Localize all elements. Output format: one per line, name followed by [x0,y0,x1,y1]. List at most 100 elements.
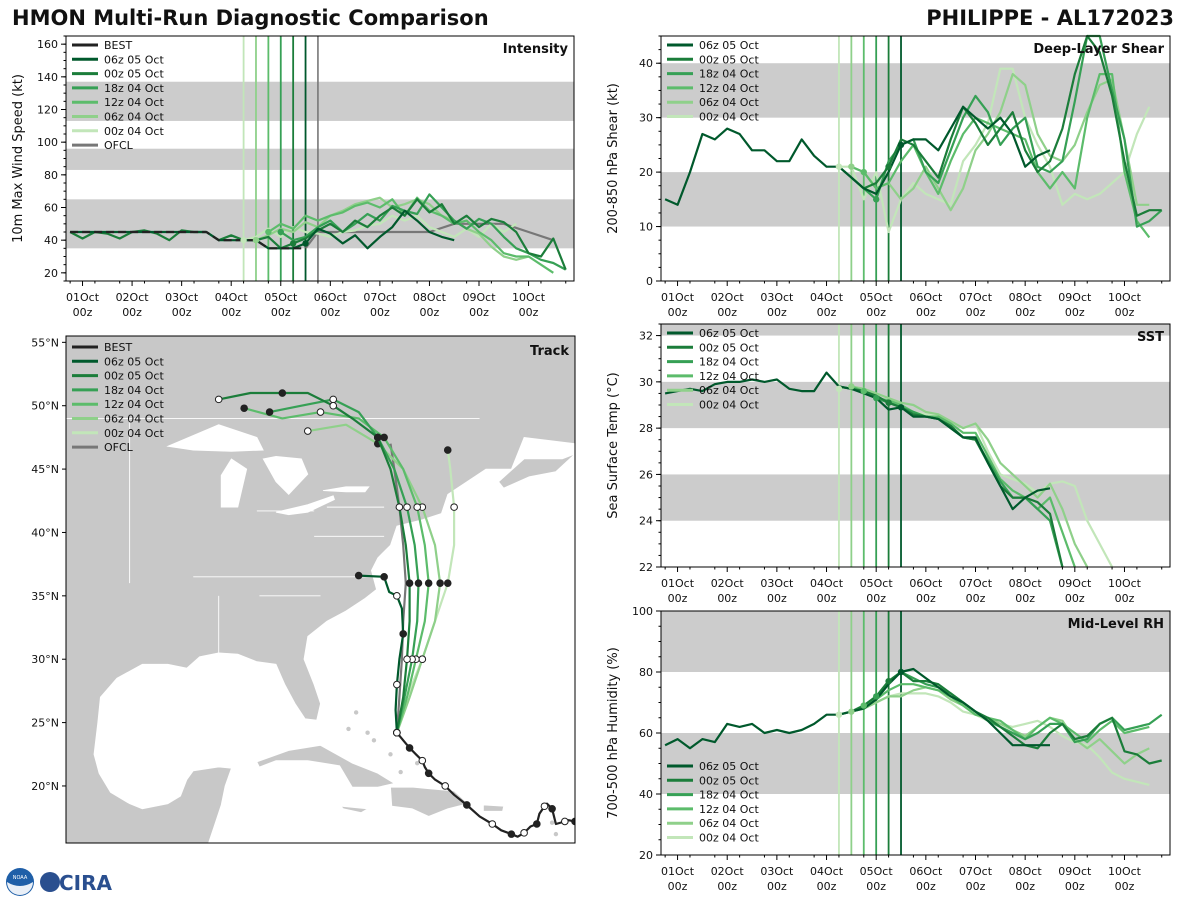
storm-title: PHILIPPE - AL172023 [926,6,1174,30]
track-point [488,820,497,828]
x-tick-label: 00z [1065,592,1085,605]
legend-label: 00z 04 Oct [104,125,164,138]
legend-label: 12z 04 Oct [104,96,164,109]
track-point [380,433,388,442]
series-line [70,230,306,250]
init-marker [872,394,880,402]
legend-label: 06z 04 Oct [104,111,164,124]
track-point [393,728,401,737]
x-tick-label: 09Oct [1058,291,1092,304]
lake-superior [166,424,264,452]
legend-label: 06z 05 Oct [699,327,759,340]
track-point [520,829,528,837]
y-axis-label: 10m Max Wind Speed (kt) [11,74,26,243]
agency-logos: NOAA CIRA [4,866,114,898]
track-point [329,395,338,404]
x-tick-label: 00z [668,592,688,605]
track-point [403,503,411,511]
x-tick-label: 00z [1115,592,1135,605]
track-point [413,503,422,511]
track-point [443,579,452,587]
track-point [424,769,433,778]
panel-track: 20°N 25°N 30°N 35°N 40°N 45°N 50°N 55°N Track BES… [31,335,576,844]
track-point [561,817,569,826]
track-point [395,503,404,511]
x-tick-label: 00z [519,306,539,319]
land-puerto-rico [482,804,505,812]
legend-label: 00z 05 Oct [104,370,164,383]
track-point [214,395,223,404]
init-marker [860,702,867,709]
init-marker [848,383,855,390]
track-point [548,804,556,813]
x-tick-label: 00z [370,306,390,319]
x-tick-label: 00z [1015,306,1035,319]
x-tick-label: 05Oct [264,291,298,304]
y-tick-label: 20 [639,166,653,179]
x-tick-label: 10Oct [1108,291,1142,304]
init-marker [240,236,247,244]
track-point [463,801,471,809]
legend-label: BEST [104,341,132,354]
plot-frame [65,335,576,844]
track-point [373,433,382,442]
land-north-america [66,336,575,843]
series-line [664,667,1050,750]
lake-michigan [220,458,248,508]
y-tick-label: 10 [639,221,653,234]
legend-label: 00z 05 Oct [104,68,164,81]
series-line [838,67,1151,234]
y-tick-label: 40 [44,234,58,247]
init-marker [872,693,880,700]
track-point [403,655,411,664]
y-tick-label: 26 [639,468,653,481]
y-tick-label: 40 [639,788,653,801]
x-tick-label: 00z [221,306,241,319]
x-tick-label: 00z [469,306,489,319]
init-marker [860,387,867,395]
legend-label: 06z 05 Oct [104,355,164,368]
lat-tick-label: 25°N [31,717,59,730]
series-line [664,105,1051,206]
y-tick-label: 140 [37,71,58,84]
track-point [533,820,541,828]
y-tick-label: 40 [639,57,653,70]
x-tick-label: 00z [966,880,986,893]
legend-label: 12z 04 Oct [699,370,759,383]
y-tick-label: 60 [44,202,58,215]
panel-title: Mid-Level RH [1068,617,1164,632]
legend-label: 00z 04 Oct [104,427,164,440]
track-point [441,782,450,790]
legend-label: 00z 04 Oct [699,111,759,124]
x-tick-label: 09Oct [1058,865,1092,878]
plot-frame [660,323,1171,568]
track-point [399,630,408,638]
panel-rh: 20 40 60 80 100 01Oct 00z 02Oct 00z 03Oct 00z 04Oct… [606,605,1171,893]
series-line [280,193,567,271]
track-point [443,446,452,454]
init-marker [885,399,892,406]
series-line [664,371,1051,511]
legend-label: OFCL [104,441,134,454]
track-point [393,592,401,600]
legend-label: 06z 04 Oct [104,413,164,426]
x-tick-label: 08Oct [413,291,447,304]
series-line [850,683,1150,744]
y-tick-label: 160 [37,38,58,51]
legend-label: 06z 05 Oct [699,39,759,52]
y-tick-label: 28 [639,422,653,435]
track-point [436,579,444,587]
x-tick-label: 05Oct [860,291,894,304]
x-tick-label: 00z [817,306,837,319]
legend-label: 06z 04 Oct [699,817,759,830]
x-tick-label: 04Oct [215,291,249,304]
track-point [540,802,549,811]
lat-tick-label: 45°N [31,463,59,476]
shaded-band [66,81,574,121]
x-tick-label: 10Oct [1108,865,1142,878]
legend-label: 18z 04 Oct [699,789,759,802]
x-tick-label: 04Oct [810,291,844,304]
track-point [278,389,287,397]
x-tick-label: 00z [916,592,936,605]
